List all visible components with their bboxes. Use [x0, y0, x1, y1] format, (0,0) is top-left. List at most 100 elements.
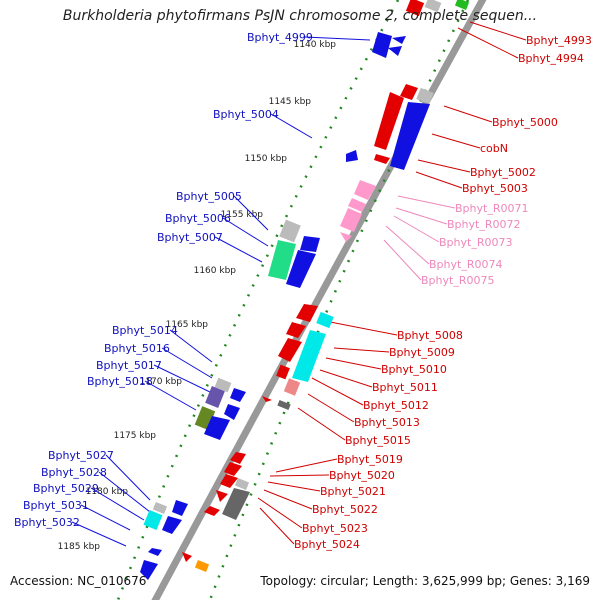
gene-label-right[interactable]: Bphyt_5000 [492, 116, 558, 129]
gene-feature[interactable] [454, 0, 470, 10]
leader-line [144, 380, 197, 411]
gene-feature[interactable] [204, 416, 230, 440]
leader-line [222, 217, 269, 247]
rna-feature[interactable] [340, 232, 352, 242]
leader-line [263, 489, 313, 510]
gene-feature[interactable] [374, 154, 390, 164]
gene-label-right[interactable]: Bphyt_R0073 [439, 236, 512, 249]
gene-label-right[interactable]: Bphyt_5009 [389, 346, 455, 359]
ruler-tick-label: 1145 kbp [269, 97, 312, 107]
gene-label-right[interactable]: Bphyt_R0075 [421, 274, 494, 287]
rna-feature[interactable] [348, 198, 366, 212]
gene-label-right[interactable]: Bphyt_5021 [320, 485, 386, 498]
gene-label-right[interactable]: Bphyt_4993 [526, 34, 592, 47]
gene-label-right[interactable]: Bphyt_5012 [363, 399, 429, 412]
gene-feature[interactable] [224, 462, 242, 476]
gene-label-left[interactable]: Bphyt_5017 [96, 359, 162, 372]
gene-feature[interactable] [148, 548, 162, 556]
gene-feature[interactable] [140, 560, 158, 580]
gene-feature[interactable] [292, 330, 326, 382]
gene-feature[interactable] [300, 236, 320, 252]
gene-feature[interactable] [374, 92, 404, 150]
gene-feature[interactable] [220, 474, 238, 488]
gene-label-right[interactable]: Bphyt_5013 [354, 416, 420, 429]
leader-line [80, 504, 131, 531]
gene-feature[interactable] [194, 560, 210, 572]
gene-feature[interactable] [372, 32, 392, 58]
gene-feature[interactable] [316, 311, 334, 329]
gene-label-left[interactable]: Bphyt_5016 [104, 342, 170, 355]
gene-feature[interactable] [296, 304, 318, 322]
leader-line [105, 454, 151, 501]
gene-feature[interactable] [214, 377, 232, 393]
gene-feature[interactable] [222, 488, 250, 520]
gene-feature[interactable] [424, 0, 442, 13]
gene-label-right[interactable]: Bphyt_4994 [518, 52, 584, 65]
gene-label-left[interactable]: Bphyt_5031 [23, 499, 89, 512]
leader-line [417, 159, 471, 173]
gene-feature[interactable] [262, 396, 272, 402]
gene-feature[interactable] [390, 102, 430, 170]
gene-label-left[interactable]: Bphyt_5004 [213, 108, 279, 121]
gene-label-right[interactable]: Bphyt_5023 [302, 522, 368, 535]
gene-label-right[interactable]: Bphyt_5008 [397, 329, 463, 342]
gene-feature[interactable] [224, 404, 240, 420]
leader-line [393, 215, 440, 243]
topology-text: Topology: circular; Length: 3,625,999 bp… [260, 574, 590, 588]
gene-feature[interactable] [405, 0, 425, 17]
gene-feature[interactable] [143, 509, 163, 531]
gene-feature[interactable] [182, 552, 192, 562]
gene-label-left[interactable]: Bphyt_5027 [48, 449, 114, 462]
gene-feature[interactable] [286, 322, 306, 338]
gene-feature[interactable] [277, 399, 291, 411]
gene-label-right[interactable]: Bphyt_5003 [462, 182, 528, 195]
gene-label-left[interactable]: Bphyt_5028 [41, 466, 107, 479]
gene-feature[interactable] [279, 219, 301, 243]
leader-line [233, 195, 269, 231]
gene-label-right[interactable]: cobN [480, 142, 508, 155]
gene-label-right[interactable]: Bphyt_R0071 [455, 202, 528, 215]
gene-feature[interactable] [230, 388, 246, 402]
gene-label-right[interactable]: Bphyt_5019 [337, 453, 403, 466]
rna-feature[interactable] [340, 208, 362, 232]
leader-line [153, 364, 211, 393]
gene-label-left[interactable]: Bphyt_5014 [112, 324, 178, 337]
gene-feature[interactable] [416, 87, 434, 105]
gene-label-right[interactable]: Bphyt_R0072 [447, 218, 520, 231]
gene-feature[interactable] [204, 506, 220, 516]
gene-label-left[interactable]: Bphyt_5005 [176, 190, 242, 203]
gene-feature[interactable] [400, 84, 418, 100]
gene-labels: Bphyt_4999 Bphyt_5004 Bphyt_5005 Bphyt_5006… [14, 31, 592, 551]
ruler-tick-label: 1160 kbp [194, 266, 237, 276]
gene-label-right[interactable]: Bphyt_5020 [329, 469, 395, 482]
gene-label-left[interactable]: Bphyt_4999 [247, 31, 313, 44]
gene-label-right[interactable]: Bphyt_5022 [312, 503, 378, 516]
gene-feature[interactable] [234, 478, 250, 490]
gene-label-right[interactable]: Bphyt_5011 [372, 381, 438, 394]
gene-feature[interactable] [392, 36, 406, 44]
gene-feature[interactable] [388, 46, 402, 56]
gene-label-right[interactable]: Bphyt_5015 [345, 434, 411, 447]
gene-feature[interactable] [230, 452, 246, 464]
gene-label-right[interactable]: Bphyt_R0074 [429, 258, 502, 271]
gene-feature[interactable] [278, 338, 302, 362]
gene-feature[interactable] [162, 516, 182, 534]
gene-label-left[interactable]: Bphyt_5007 [157, 231, 223, 244]
gene-feature[interactable] [205, 386, 225, 408]
rna-feature[interactable] [354, 180, 376, 200]
gene-label-right[interactable]: Bphyt_5002 [470, 166, 536, 179]
gene-feature[interactable] [283, 378, 301, 396]
gene-label-left[interactable]: Bphyt_5006 [165, 212, 231, 225]
gene-feature[interactable] [286, 250, 316, 288]
gene-label-right[interactable]: Bphyt_5024 [294, 538, 360, 551]
gene-feature[interactable] [172, 500, 188, 516]
gene-label-left[interactable]: Bphyt_5029 [33, 482, 99, 495]
gene-feature[interactable] [152, 502, 168, 514]
gene-feature[interactable] [346, 150, 358, 162]
gene-feature[interactable] [276, 364, 290, 380]
gene-label-right[interactable]: Bphyt_5010 [381, 363, 447, 376]
gene-feature[interactable] [268, 240, 296, 280]
gene-label-left[interactable]: Bphyt_5018 [87, 375, 153, 388]
gene-label-left[interactable]: Bphyt_5032 [14, 516, 80, 529]
gene-feature[interactable] [216, 490, 228, 502]
